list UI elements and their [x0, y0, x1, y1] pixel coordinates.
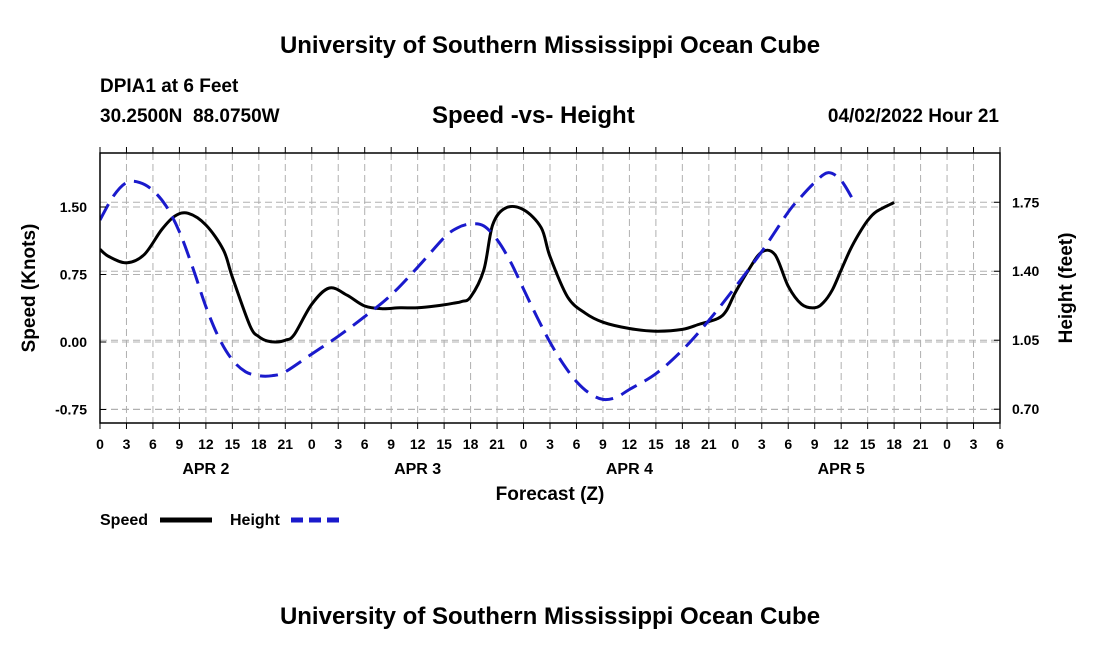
- x-tick-label: 0: [96, 436, 104, 452]
- x-tick-label: 0: [731, 436, 739, 452]
- x-tick-label: 15: [648, 436, 664, 452]
- series-line-speed: [100, 201, 895, 344]
- y-axis-label-left: Speed (Knots): [19, 224, 40, 353]
- x-tick-label: 9: [811, 436, 819, 452]
- x-tick-label: 12: [198, 436, 214, 452]
- day-label: APR 4: [606, 461, 653, 478]
- y-tick-label-left: 0.00: [60, 334, 87, 350]
- y-tick-label-right: 1.40: [1012, 263, 1039, 279]
- x-tick-label: 0: [943, 436, 951, 452]
- x-tick-label: 18: [463, 436, 479, 452]
- x-tick-label: 15: [436, 436, 452, 452]
- x-tick-label: 12: [410, 436, 426, 452]
- speed-height-chart: 0 3 6 9 12 15 18 21 0 3 6 9 12 15 18 21 0 3 6 9 12 15 18 21 0 3 6 9…: [19, 147, 1077, 529]
- legend: Speed Height: [100, 512, 343, 529]
- x-tick-label: 15: [225, 436, 241, 452]
- y-tick-label-right: 1.75: [1012, 194, 1039, 210]
- y-axis-ticks: 1.50 0.75 0.00 -0.75 1.75 1.40 1.05 0.70: [55, 194, 1039, 417]
- y-tick-label-right: 0.70: [1012, 401, 1039, 417]
- x-tick-label: 9: [599, 436, 607, 452]
- x-axis-label: Forecast (Z): [496, 484, 605, 505]
- datetime-label: 04/02/2022 Hour 21: [827, 106, 999, 127]
- x-tick-label: 15: [860, 436, 876, 452]
- y-tick-label-left: 0.75: [60, 267, 87, 283]
- y-axis-label-right: Height (feet): [1056, 233, 1077, 344]
- x-tick-label: 12: [622, 436, 638, 452]
- x-tick-label: 18: [886, 436, 902, 452]
- x-tick-label: 18: [675, 436, 691, 452]
- coordinates-label: 30.2500N 88.0750W: [100, 106, 280, 127]
- x-tick-label: 0: [520, 436, 528, 452]
- x-axis-ticks: 0 3 6 9 12 15 18 21 0 3 6 9 12 15 18 21 0 3 6 9 12 15 18 21 0 3 6 9…: [96, 147, 1004, 478]
- day-label: APR 3: [394, 461, 441, 478]
- day-label: APR 5: [818, 461, 865, 478]
- x-tick-label: 6: [149, 436, 157, 452]
- x-tick-label: 6: [361, 436, 369, 452]
- chart-title-bottom: University of Southern Mississippi Ocean…: [279, 603, 821, 630]
- x-tick-label: 21: [278, 436, 294, 452]
- y-tick-label-left: -0.75: [55, 402, 87, 418]
- x-tick-label: 21: [701, 436, 717, 452]
- x-tick-label: 12: [833, 436, 849, 452]
- x-tick-label: 3: [970, 436, 978, 452]
- x-tick-label: 3: [546, 436, 554, 452]
- x-tick-label: 3: [123, 436, 131, 452]
- series-line-height: [100, 171, 856, 402]
- legend-label-height: Height: [230, 512, 280, 529]
- x-tick-label: 6: [573, 436, 581, 452]
- x-tick-label: 21: [489, 436, 505, 452]
- x-tick-label: 3: [758, 436, 766, 452]
- day-label: APR 2: [182, 461, 229, 478]
- x-tick-label: 0: [308, 436, 316, 452]
- x-tick-label: 3: [334, 436, 342, 452]
- y-tick-label-left: 1.50: [60, 199, 87, 215]
- x-tick-label: 6: [784, 436, 792, 452]
- y-tick-label-right: 1.05: [1012, 332, 1039, 348]
- x-tick-label: 18: [251, 436, 267, 452]
- station-label: DPIA1 at 6 Feet: [100, 76, 239, 97]
- chart-subtitle: Speed -vs- Height: [432, 102, 635, 129]
- x-tick-label: 9: [387, 436, 395, 452]
- x-tick-label: 6: [996, 436, 1004, 452]
- x-tick-label: 21: [913, 436, 929, 452]
- chart-title-top: University of Southern Mississippi Ocean…: [279, 32, 821, 59]
- legend-label-speed: Speed: [100, 512, 148, 529]
- x-tick-label: 9: [176, 436, 184, 452]
- grid-lines: [100, 153, 1000, 423]
